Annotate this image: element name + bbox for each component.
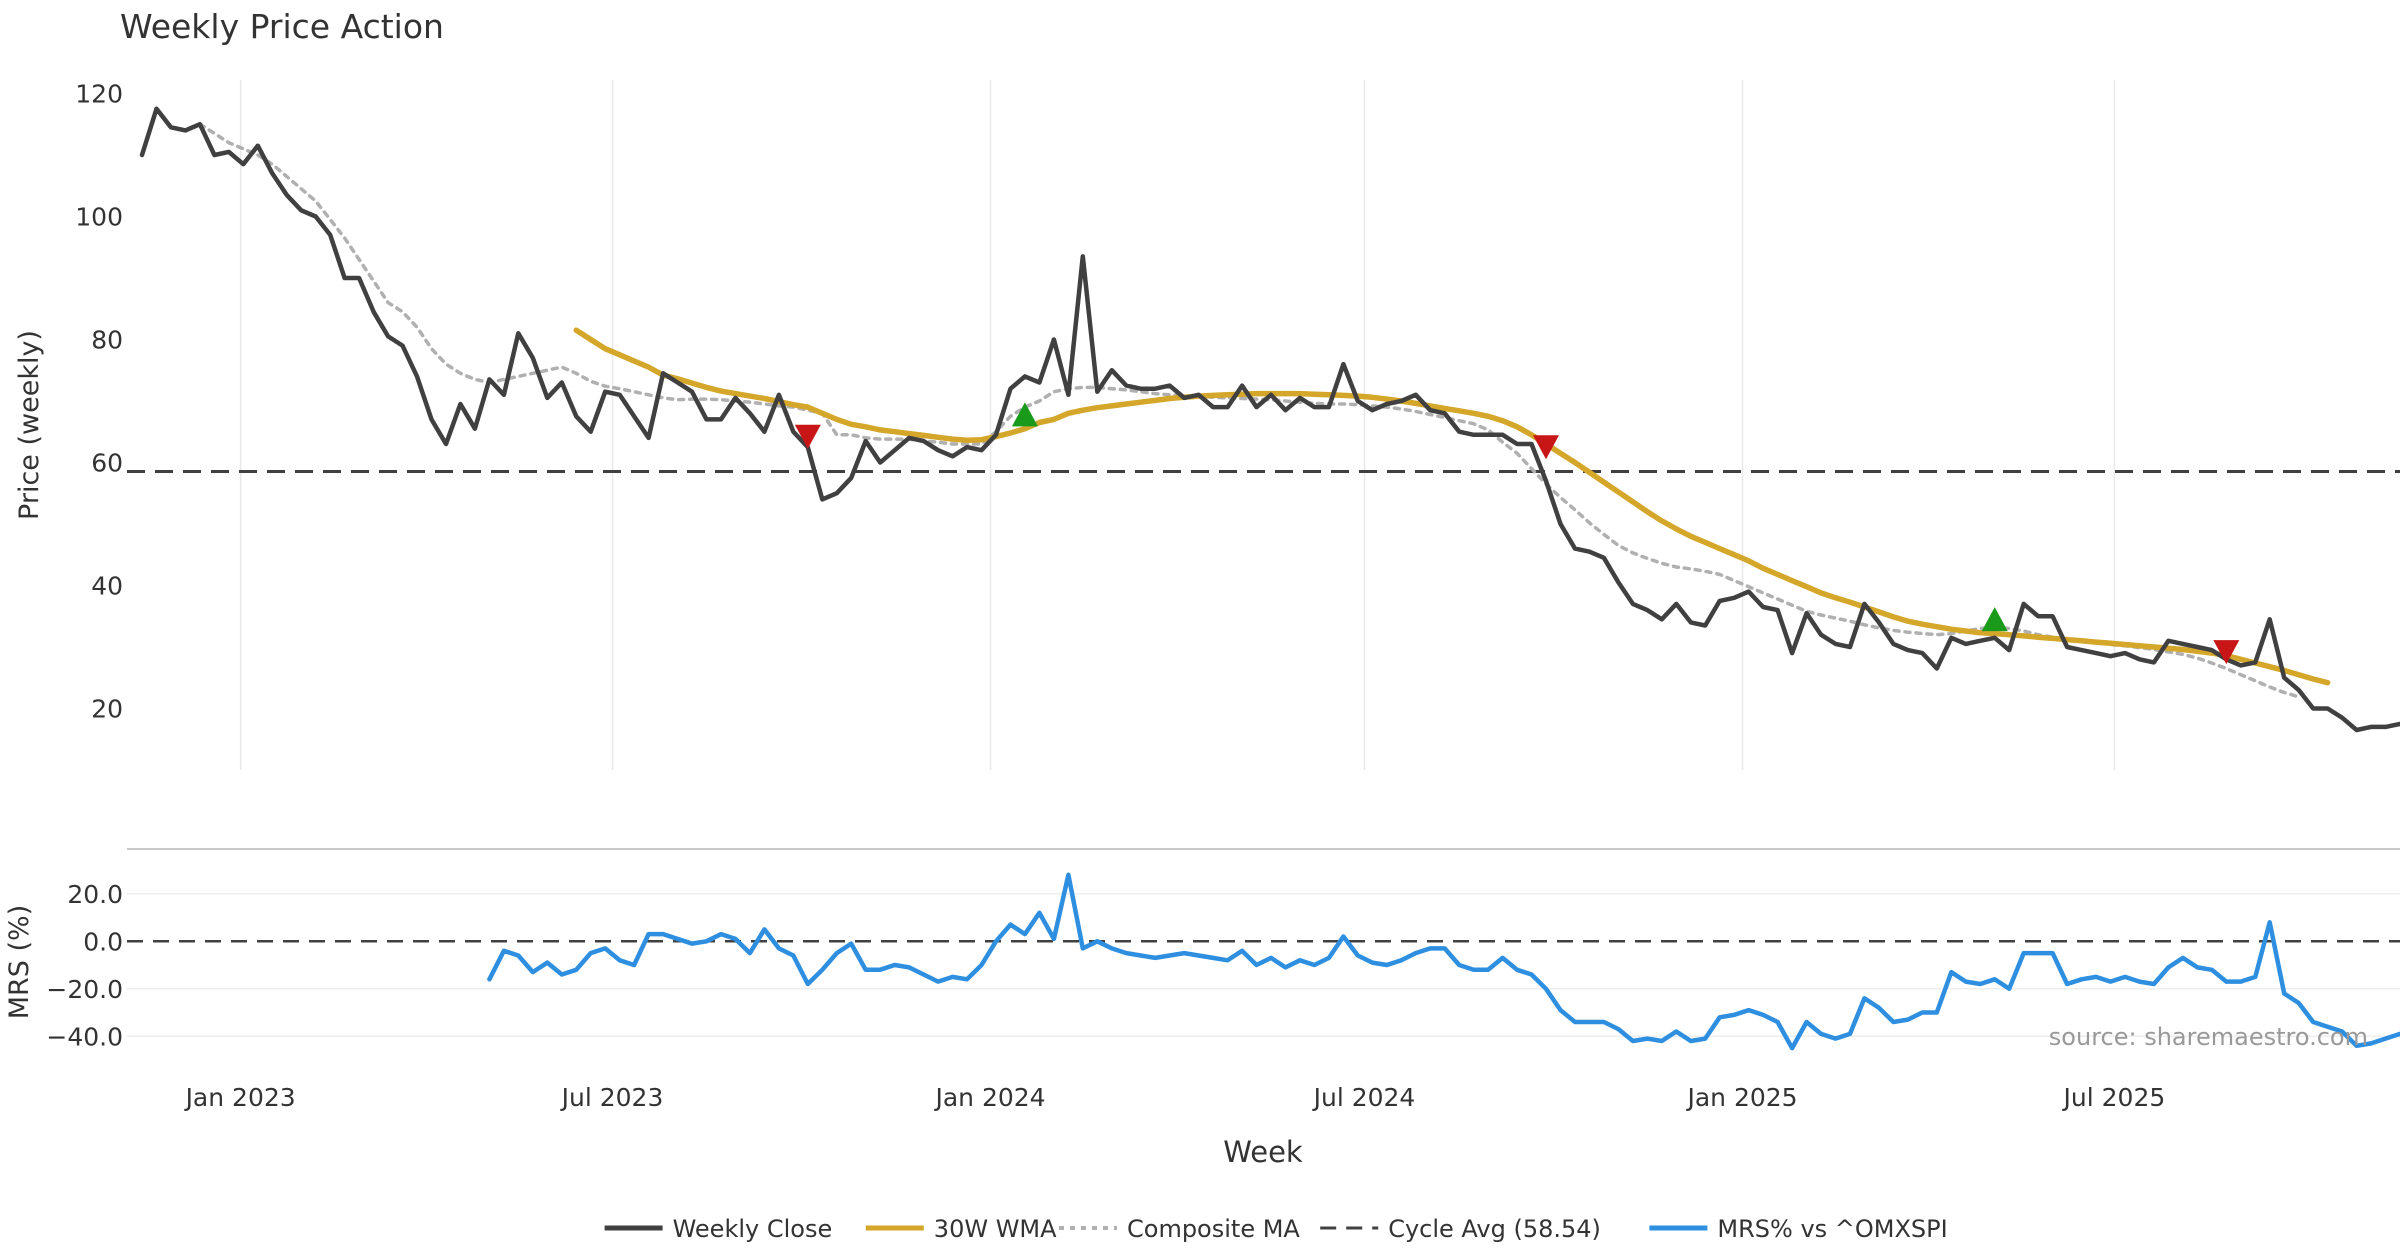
price-y-tick-label: 40 [91,571,123,600]
legend-label: Cycle Avg (58.54) [1388,1215,1601,1243]
price-y-tick-label: 120 [75,79,123,108]
price-y-tick-label: 80 [91,325,123,354]
price-y-tick-label: 60 [91,448,123,477]
mrs-series-line [487,872,2400,1051]
mrs-y-tick-label: 0.0 [83,927,123,956]
legend: Weekly Close 30W WMA Composite MA Cycle Avg… [604,1215,1948,1243]
mrs-y-tick-label: −40.0 [46,1022,123,1051]
sell-signal-marker [2213,640,2240,665]
price-y-axis-label: Price (weekly) [14,330,45,520]
mrs-y-tick-label: −20.0 [46,975,123,1004]
x-tick-label: Jan 2024 [933,1083,1045,1112]
price-gridlines [239,80,2116,770]
composite-ma-line [198,122,2301,699]
x-tick-label: Jan 2025 [1685,1083,1797,1112]
wma-30w-line [573,327,2331,686]
price-y-tick-label: 20 [91,694,123,723]
price-y-tick-labels: 20 40 60 80 100 120 [75,79,123,723]
buy-signal-marker [1981,607,2008,632]
x-tick-labels: Jan 2023 Jul 2023 Jan 2024 Jul 2024 Jan 2025… [184,1083,2166,1112]
x-axis-label: Week [1223,1135,1303,1169]
x-tick-label: Jul 2023 [560,1083,664,1112]
price-y-tick-label: 100 [75,202,123,231]
mrs-y-tick-label: 20.0 [67,880,123,909]
x-tick-label: Jul 2024 [1312,1083,1416,1112]
legend-label: MRS% vs ^OMXSPI [1717,1215,1947,1243]
source-annotation: source: sharemaestro.com [2049,1023,2368,1051]
buy-signal-marker [1011,402,1038,427]
mrs-line [487,872,2400,1051]
legend-label: 30W WMA [934,1215,1057,1243]
legend-label: Weekly Close [673,1215,833,1243]
sell-signal-marker [1533,435,1560,460]
mrs-gridlines [127,893,2400,1037]
legend-label: Composite MA [1127,1215,1300,1243]
mrs-y-tick-labels: −40.0 −20.0 0.0 20.0 [46,880,123,1052]
chart-title: Weekly Price Action [120,7,444,46]
weekly-close-line [139,106,2400,733]
price-series-lines [139,106,2400,733]
sell-signal-marker [794,424,821,449]
mrs-y-axis-label: MRS (%) [4,905,35,1020]
x-tick-label: Jan 2023 [184,1083,296,1112]
x-tick-label: Jul 2025 [2062,1083,2166,1112]
signal-markers [794,402,2240,665]
